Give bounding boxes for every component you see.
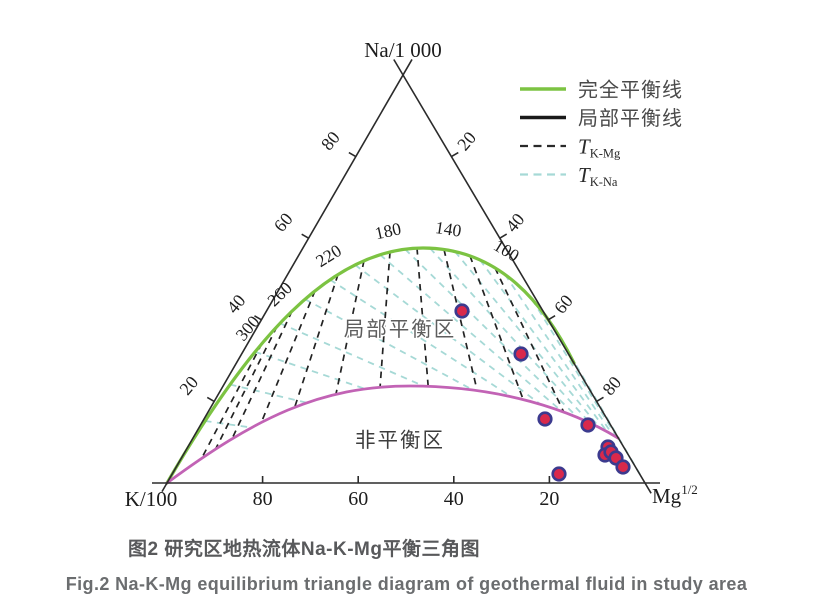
isotherm-label-260: 260 <box>263 278 296 311</box>
right-tick <box>450 151 459 158</box>
data-point-10 <box>615 459 631 475</box>
right-tick-label-80: 80 <box>598 372 625 399</box>
tkmg-isotherm-140 <box>443 249 478 391</box>
right-tick-label-20: 20 <box>453 128 480 155</box>
right-tick-label-60: 60 <box>550 291 577 318</box>
tkna-isotherm <box>429 247 592 425</box>
tkna-isotherm <box>354 264 542 406</box>
tkna-isotherm <box>254 350 367 390</box>
bottom-tick-label-80: 80 <box>253 488 273 510</box>
tkna-isotherm <box>404 248 579 419</box>
partial-equilibrium-curve <box>165 384 620 485</box>
isotherm-label-180: 180 <box>373 218 403 243</box>
right-edge <box>393 59 652 494</box>
right-tick-label-40: 40 <box>502 209 529 236</box>
tkna-isotherm <box>329 278 513 399</box>
tkmg-isotherm-180 <box>379 251 391 388</box>
tkmg-isotherms <box>200 248 565 459</box>
data-point-3 <box>537 411 553 427</box>
data-point-1 <box>454 303 470 319</box>
tkmg-isotherm-100 <box>494 267 565 413</box>
left-tick <box>254 315 262 321</box>
left-tick-label-20: 20 <box>175 372 202 399</box>
data-point-2 <box>513 346 529 362</box>
data-points <box>454 303 631 482</box>
legend-label-3: TK-Mg <box>578 135 621 161</box>
legend-label-4: TK-Na <box>578 163 618 189</box>
vertex-label-na: Na/1 000 <box>364 38 442 62</box>
tkmg-isotherm-220 <box>293 274 339 408</box>
tkna-isotherm <box>279 322 425 388</box>
full-equilibrium-curve <box>165 246 576 485</box>
isotherm-label-140: 140 <box>434 217 463 241</box>
tkmg-isotherm-120 <box>469 255 525 401</box>
left-edge <box>161 59 413 493</box>
legend-label-1: 完全平衡线 <box>578 79 683 102</box>
left-tick <box>206 396 215 403</box>
isotherm-label-100: 100 <box>490 235 523 266</box>
caption-english: Fig.2 Na-K-Mg equilibrium triangle diagr… <box>65 574 748 594</box>
equilibrium-curves <box>165 246 620 485</box>
right-tick <box>596 396 604 403</box>
region-label-1: 局部平衡区 <box>344 318 457 341</box>
data-point-5 <box>551 466 567 482</box>
tkna-isotherm <box>304 298 475 392</box>
tkna-isotherms <box>204 247 643 478</box>
caption-chinese: 图2 研究区地热流体Na-K-Mg平衡三角图 <box>128 539 480 560</box>
bottom-tick-label-40: 40 <box>444 488 464 510</box>
left-tick <box>348 151 357 158</box>
tkmg-isotherm-200 <box>335 260 365 395</box>
left-tick-label-80: 80 <box>317 127 344 154</box>
bottom-tick-label-20: 20 <box>539 488 559 510</box>
isotherm-label-220: 220 <box>312 240 345 271</box>
tkna-isotherm <box>379 253 564 413</box>
region-label-2: 非平衡区 <box>355 429 445 452</box>
tkna-isotherm <box>229 383 309 404</box>
right-tick <box>547 315 556 321</box>
tkna-isotherm <box>531 298 619 439</box>
tkna-isotherm <box>504 274 614 437</box>
vertex-label-mg: Mg1/2 <box>652 482 698 508</box>
bottom-tick-label-60: 60 <box>348 488 368 510</box>
tkmg-isotherm-300 <box>200 342 263 459</box>
triangle-frame <box>152 59 660 494</box>
vertex-label-k: K/100 <box>125 487 178 511</box>
left-tick-label-60: 60 <box>270 209 297 236</box>
right-tick <box>499 233 508 239</box>
left-tick <box>301 233 310 239</box>
data-point-4 <box>580 417 596 433</box>
left-tick-label-40: 40 <box>223 291 250 318</box>
legend-label-2: 局部平衡线 <box>578 107 683 130</box>
